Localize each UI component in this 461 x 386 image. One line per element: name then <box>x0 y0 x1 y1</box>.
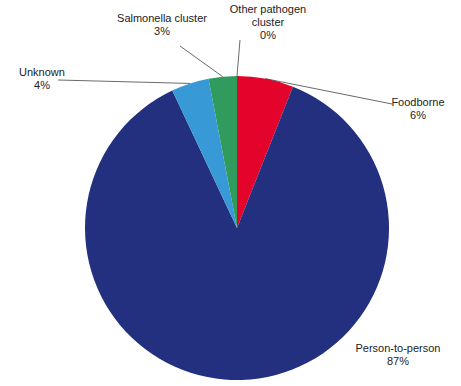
slice <box>209 76 237 228</box>
slice-label: Salmonella cluster <box>117 12 207 24</box>
labels: Foodborne6% Person-to-person87% Unknown4% S… <box>19 3 445 367</box>
leader-line <box>180 46 223 77</box>
chart: Foodborne6% Person-to-person87% Unknown4% S… <box>0 0 461 386</box>
pie <box>85 76 389 380</box>
leader-line <box>58 80 190 83</box>
slice-value: 6% <box>410 109 426 121</box>
slice-label: Unknown <box>19 66 65 78</box>
leader-line <box>237 40 240 76</box>
slice-label: Other pathogencluster <box>230 3 306 28</box>
slice-value: 4% <box>34 79 50 91</box>
slice-label: Person-to-person <box>356 342 441 354</box>
slice-value: 0% <box>260 29 276 41</box>
slice-value: 87% <box>387 355 409 367</box>
leader-line <box>265 79 392 104</box>
slice-value: 3% <box>154 25 170 37</box>
slice-label: Foodborne <box>391 96 444 108</box>
slice <box>237 76 238 228</box>
